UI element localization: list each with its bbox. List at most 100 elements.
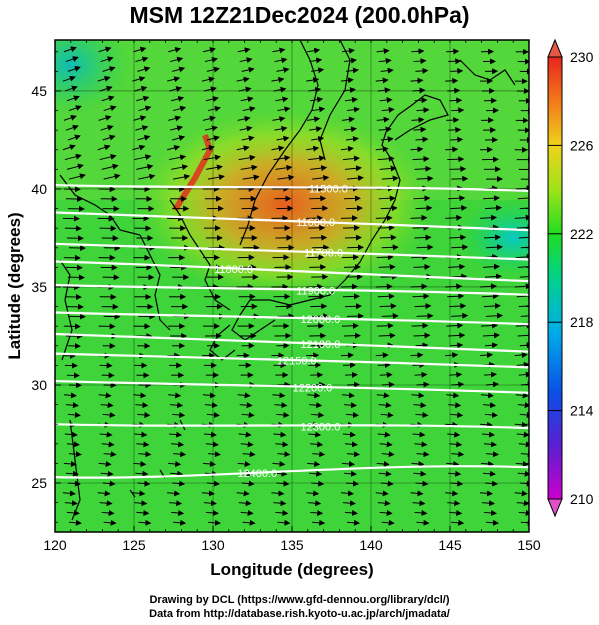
wind-arrow [518,236,529,239]
wind-arrow [240,441,254,448]
wind-arrow [171,441,185,448]
wind-arrow [238,154,256,161]
wind-arrow [376,460,390,467]
longitude-axis: 120 125 130 135 140 145 150 [43,40,541,553]
wind-arrow [413,126,427,133]
wind-arrow [346,519,360,526]
height-contour-line [55,283,529,296]
wind-arrow [308,500,322,507]
wind-arrow [236,490,250,497]
wind-arrow [446,460,460,467]
wind-arrow [134,431,148,438]
wind-arrow [446,48,460,55]
wind-arrow [447,500,461,507]
wind-arrow [138,519,152,526]
wind-arrow [134,500,148,507]
wind-arrow [377,500,391,507]
wind-arrow [206,135,220,142]
wind-arrow [275,509,289,516]
wind-arrow [519,411,529,418]
wind-arrow [275,164,293,171]
wind-arrow [377,155,395,162]
wind-arrow [99,500,113,507]
wind-arrow [484,411,499,418]
wind-arrow [310,165,328,172]
height-contour-line [55,332,529,353]
wind-arrow [65,402,79,409]
colorbar-tick-label: 222 [570,226,594,242]
wind-arrow [484,204,503,211]
wind-arrow [514,351,528,358]
wind-arrow [449,234,467,241]
wind-arrow [137,134,151,141]
wind-arrow [168,115,182,122]
wind-arrow [447,293,465,300]
wind-arrow [479,214,498,221]
wind-arrow [137,480,151,487]
wind-arrow [272,47,286,54]
wind-arrow [133,46,147,53]
wind-arrow [519,207,529,210]
wind-arrow [271,76,285,83]
wind-arrow [344,234,362,241]
wind-arrow [67,134,81,141]
wind-arrow [138,451,152,458]
wind-arrow [344,371,358,378]
wind-arrow [377,87,391,94]
wind-arrow [133,392,147,399]
wind-arrow [346,175,364,182]
wind-arrow [97,75,111,82]
wind-arrow [381,106,395,113]
wind-arrow [448,126,462,133]
wind-arrow [68,451,82,458]
wind-arrow [410,490,424,497]
wind-arrow [449,165,467,172]
wind-arrow [519,276,529,278]
wind-arrow [515,322,529,329]
wind-arrow [416,107,430,114]
wind-arrow [307,47,321,54]
lon-tick-label: 125 [122,537,146,553]
wind-arrow [485,519,500,526]
height-contour-line [55,242,529,261]
wind-arrow [170,470,184,477]
colorbar-tick-label: 214 [570,403,594,419]
wind-arrow [273,155,291,162]
wind-arrow [342,431,356,438]
wind-arrow [274,57,288,64]
wind-arrow [99,431,113,438]
wind-arrow [515,185,529,192]
wind-arrow [237,392,251,399]
wind-arrow [173,105,187,112]
wind-arrow [67,480,81,487]
wind-arrow [172,480,186,487]
colorbar-tick-label: 230 [570,49,594,65]
wind-arrow [517,195,529,202]
wind-arrow [66,95,80,102]
wind-arrow [306,77,320,84]
wind-arrow [451,175,469,182]
wind-arrow [381,451,395,458]
wind-arrow [206,66,220,73]
wind-arrow [241,135,255,142]
wind-arrow [167,144,181,151]
colorbar-tick-label: 218 [570,314,594,330]
wind-arrow [134,154,152,161]
wind-arrow [345,136,359,143]
wind-arrow [240,164,258,171]
wind-arrow [207,174,225,181]
wind-arrow [377,224,395,231]
wind-arrow [414,165,432,172]
wind-arrow [135,470,149,477]
wind-arrow [63,392,77,399]
wind-arrow [479,352,494,359]
wind-arrow [415,342,429,349]
wind-arrow [483,371,498,378]
wind-arrow [65,56,79,63]
wind-arrow [381,244,399,251]
wind-arrow [346,451,360,458]
wind-arrow [445,490,459,497]
wind-arrow [101,441,115,448]
wind-arrow [170,402,184,409]
wind-arrow [380,67,394,74]
